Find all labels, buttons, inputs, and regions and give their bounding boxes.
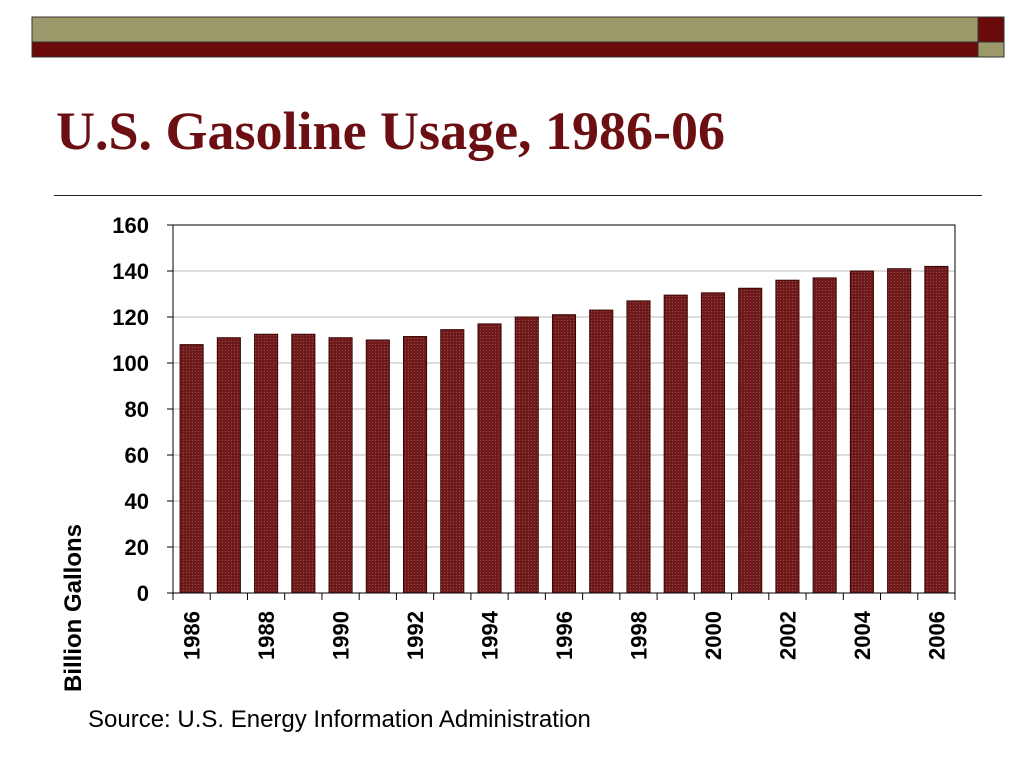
x-tick-label: 2004 bbox=[850, 610, 875, 660]
bar-1993 bbox=[440, 329, 465, 594]
maroon-band bbox=[31, 41, 979, 58]
bar-1995 bbox=[514, 316, 539, 594]
y-axis-label: Billion Gallons bbox=[60, 524, 87, 692]
header-decoration bbox=[31, 16, 1005, 58]
y-tick-label: 20 bbox=[125, 535, 149, 560]
bar-2002 bbox=[775, 279, 800, 594]
x-tick-label: 1986 bbox=[180, 611, 205, 660]
x-tick-label: 1994 bbox=[478, 610, 503, 660]
bar-1988 bbox=[254, 333, 279, 594]
bar-1991 bbox=[365, 339, 390, 594]
bar-2006 bbox=[924, 265, 949, 594]
corner-maroon-square bbox=[977, 16, 1005, 43]
bar-2000 bbox=[700, 292, 725, 594]
bar-1999 bbox=[663, 294, 688, 594]
gasoline-usage-chart: 0 20 40 60 80 100 120 140 160 1986 1988 1990 1992 19… bbox=[60, 213, 956, 692]
y-tick-label: 40 bbox=[125, 489, 149, 514]
y-tick-label: 60 bbox=[125, 443, 149, 468]
bar-1989 bbox=[291, 333, 316, 594]
bar-1990 bbox=[328, 337, 353, 594]
y-tick-label: 80 bbox=[125, 397, 149, 422]
bar-1992 bbox=[403, 336, 428, 594]
slide-title: U.S. Gasoline Usage, 1986-06 bbox=[56, 101, 726, 161]
bar-1998 bbox=[626, 300, 651, 594]
title-divider bbox=[54, 195, 982, 196]
source-note: Source: U.S. Energy Information Administ… bbox=[88, 706, 591, 733]
x-tick-label: 2002 bbox=[775, 611, 800, 660]
x-tick-label: 1998 bbox=[626, 611, 651, 660]
bar-2004 bbox=[849, 270, 874, 594]
x-tick-label: 2006 bbox=[924, 611, 949, 660]
y-tick-label: 160 bbox=[112, 213, 149, 238]
bar-1986 bbox=[179, 344, 204, 594]
x-tick-label: 2000 bbox=[701, 611, 726, 660]
y-tick-label: 140 bbox=[112, 259, 149, 284]
bar-1994 bbox=[477, 323, 502, 594]
y-tick-label: 120 bbox=[112, 305, 149, 330]
bar-2003 bbox=[812, 277, 837, 594]
bar-2001 bbox=[738, 287, 763, 594]
x-tick-label: 1996 bbox=[552, 611, 577, 660]
olive-band bbox=[31, 16, 979, 43]
corner-olive-square bbox=[977, 41, 1005, 58]
x-tick-label: 1990 bbox=[329, 611, 354, 660]
y-tick-label: 100 bbox=[112, 351, 149, 376]
bar-1987 bbox=[216, 337, 241, 594]
bar-1996 bbox=[551, 314, 577, 594]
bar-2005 bbox=[887, 268, 912, 594]
x-tick-label: 1988 bbox=[254, 611, 279, 660]
x-tick-label: 1992 bbox=[403, 611, 428, 660]
y-tick-label: 0 bbox=[137, 581, 149, 606]
bar-1997 bbox=[589, 309, 614, 594]
